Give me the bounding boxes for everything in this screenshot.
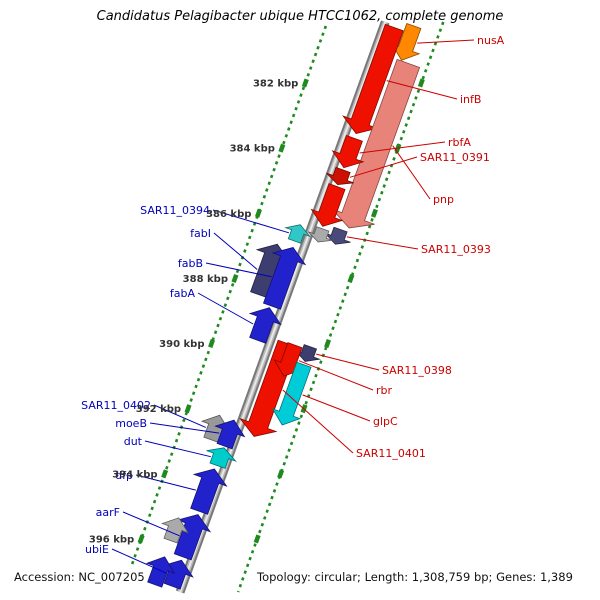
scale-tick-label: 390 kbp [159, 339, 204, 350]
gene-leader-aarF [122, 511, 180, 537]
gene-label-pnp[interactable]: pnp [433, 193, 454, 206]
scale-major-tick [184, 404, 192, 414]
gene-leader-fabB [205, 262, 272, 278]
gene-arrow-unlabeled-red-1[interactable] [310, 183, 346, 227]
genome-backbone [179, 21, 387, 593]
gene-label-aarF[interactable]: aarF [96, 506, 120, 519]
scale-major-tick [253, 534, 261, 544]
gene-arrow-SAR11_0391[interactable] [326, 166, 354, 186]
gene-arrow-unlabeled-gray-2[interactable] [161, 517, 189, 544]
gene-label-SAR11_0402[interactable]: SAR11_0402 [81, 399, 151, 412]
gene-leader-dfp [135, 474, 196, 491]
accession-text: Accession: NC_007205 [14, 570, 145, 584]
scale-major-tick [417, 78, 425, 88]
scale-tick-label: 388 kbp [183, 274, 228, 285]
gene-label-dfp[interactable]: dfp [115, 469, 133, 482]
gene-leader-glpC [302, 394, 371, 422]
scale-major-tick [254, 208, 262, 218]
scale-tick-label: 396 kbp [89, 535, 134, 546]
scale-tick-label: 394 kbp [112, 469, 157, 480]
scale-tick-label: 382 kbp [253, 79, 298, 90]
gene-arrow-aarF[interactable] [173, 514, 212, 561]
scale-major-tick [137, 534, 145, 544]
gene-label-fabA[interactable]: fabA [170, 287, 196, 300]
gene-arrow-pnp[interactable] [331, 58, 421, 229]
gene-leader-SAR11_0401 [282, 389, 354, 454]
gene-leader-infB [386, 80, 458, 100]
gene-leader-pnp [392, 145, 431, 200]
gene-arrow-SAR11_0394[interactable] [284, 224, 311, 244]
gene-leader-SAR11_0398 [316, 353, 380, 371]
gene-label-SAR11_0393[interactable]: SAR11_0393 [421, 243, 491, 256]
gene-leader-SAR11_0391 [349, 156, 418, 178]
gene-label-SAR11_0401[interactable]: SAR11_0401 [356, 447, 426, 460]
gene-arrow-moeB[interactable] [214, 419, 246, 450]
gene-arrow-fabB[interactable] [262, 247, 307, 310]
gene-label-ubiE[interactable]: ubiE [85, 543, 109, 556]
gene-arrow-fabA[interactable] [248, 307, 282, 344]
gene-arrow-glpC[interactable] [271, 361, 312, 426]
gene-leader-moeB [149, 422, 220, 434]
gene-leader-rbr [298, 360, 374, 391]
gene-label-SAR11_0394[interactable]: SAR11_0394 [140, 204, 210, 217]
scale-major-tick [347, 273, 355, 283]
gene-arrow-unlabeled-blue-1[interactable] [145, 556, 176, 588]
gene-leader-rbfA [359, 141, 446, 154]
gene-leader-ubiE [111, 548, 167, 574]
gene-arrow-dut[interactable] [206, 447, 237, 469]
gene-label-fabI[interactable]: fabI [190, 227, 211, 240]
scale-major-tick [301, 78, 309, 88]
gene-arrow-unlabeled-gray-1[interactable] [308, 226, 333, 243]
gene-label-moeB[interactable]: moeB [115, 417, 147, 430]
scale-major-tick [277, 469, 285, 479]
gene-label-SAR11_0398[interactable]: SAR11_0398 [382, 364, 452, 377]
gene-arrow-rbfA[interactable] [331, 134, 365, 169]
scale-tick-label: 392 kbp [136, 404, 181, 415]
scale-rail-right [236, 21, 445, 593]
scale-major-tick [208, 339, 216, 349]
gene-label-infB[interactable]: infB [460, 93, 481, 106]
gene-label-SAR11_0391[interactable]: SAR11_0391 [420, 151, 490, 164]
gene-leader-fabA [197, 292, 254, 325]
gene-label-rbfA[interactable]: rbfA [448, 136, 471, 149]
gene-label-dut[interactable]: dut [124, 435, 143, 448]
topology-text: Topology: circular; Length: 1,308,759 bp… [257, 570, 573, 584]
gene-arrow-dfp[interactable] [190, 468, 228, 515]
gene-label-glpC[interactable]: glpC [373, 415, 398, 428]
gene-label-nusA[interactable]: nusA [477, 34, 505, 47]
scale-major-tick [278, 143, 286, 153]
gene-leader-SAR11_0394 [212, 209, 290, 234]
gene-label-rbr[interactable]: rbr [376, 384, 393, 397]
scale-major-tick [231, 273, 239, 283]
scale-major-tick [324, 339, 332, 349]
gene-arrow-SAR11_0393[interactable] [324, 226, 351, 245]
gene-leader-fabI [213, 232, 258, 270]
gene-leader-nusA [417, 39, 475, 44]
scale-tick-label: 384 kbp [230, 144, 275, 155]
genome-title: Candidatus Pelagibacter ubique HTCC1062,… [96, 9, 504, 24]
scale-rail-left [129, 25, 328, 569]
scale-major-tick [370, 208, 378, 218]
gene-label-fabB[interactable]: fabB [178, 257, 203, 270]
scale-tick-label: 386 kbp [206, 209, 251, 220]
gene-leader-SAR11_0393 [346, 236, 419, 250]
gene-arrow-infB[interactable] [342, 23, 404, 134]
gene-leader-SAR11_0402 [153, 404, 206, 428]
scale-major-tick [161, 469, 169, 479]
gene-leader-dut [144, 440, 211, 458]
